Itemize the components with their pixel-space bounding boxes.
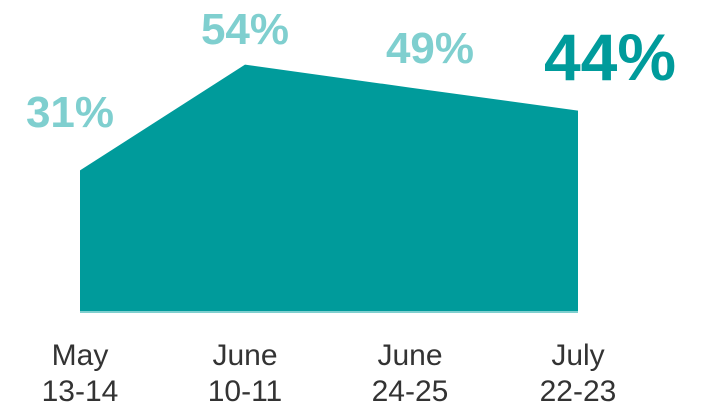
x-tick-label: July 22-23 xyxy=(539,339,617,408)
value-label: 31% xyxy=(26,88,114,137)
x-tick-label: June 24-25 xyxy=(371,339,449,408)
area xyxy=(80,64,578,313)
value-label: 54% xyxy=(201,5,289,54)
value-label: 44% xyxy=(544,20,676,94)
x-tick-label: June 10-11 xyxy=(207,339,283,408)
value-label: 49% xyxy=(386,24,474,73)
x-tick-label: May 13-14 xyxy=(41,339,119,408)
